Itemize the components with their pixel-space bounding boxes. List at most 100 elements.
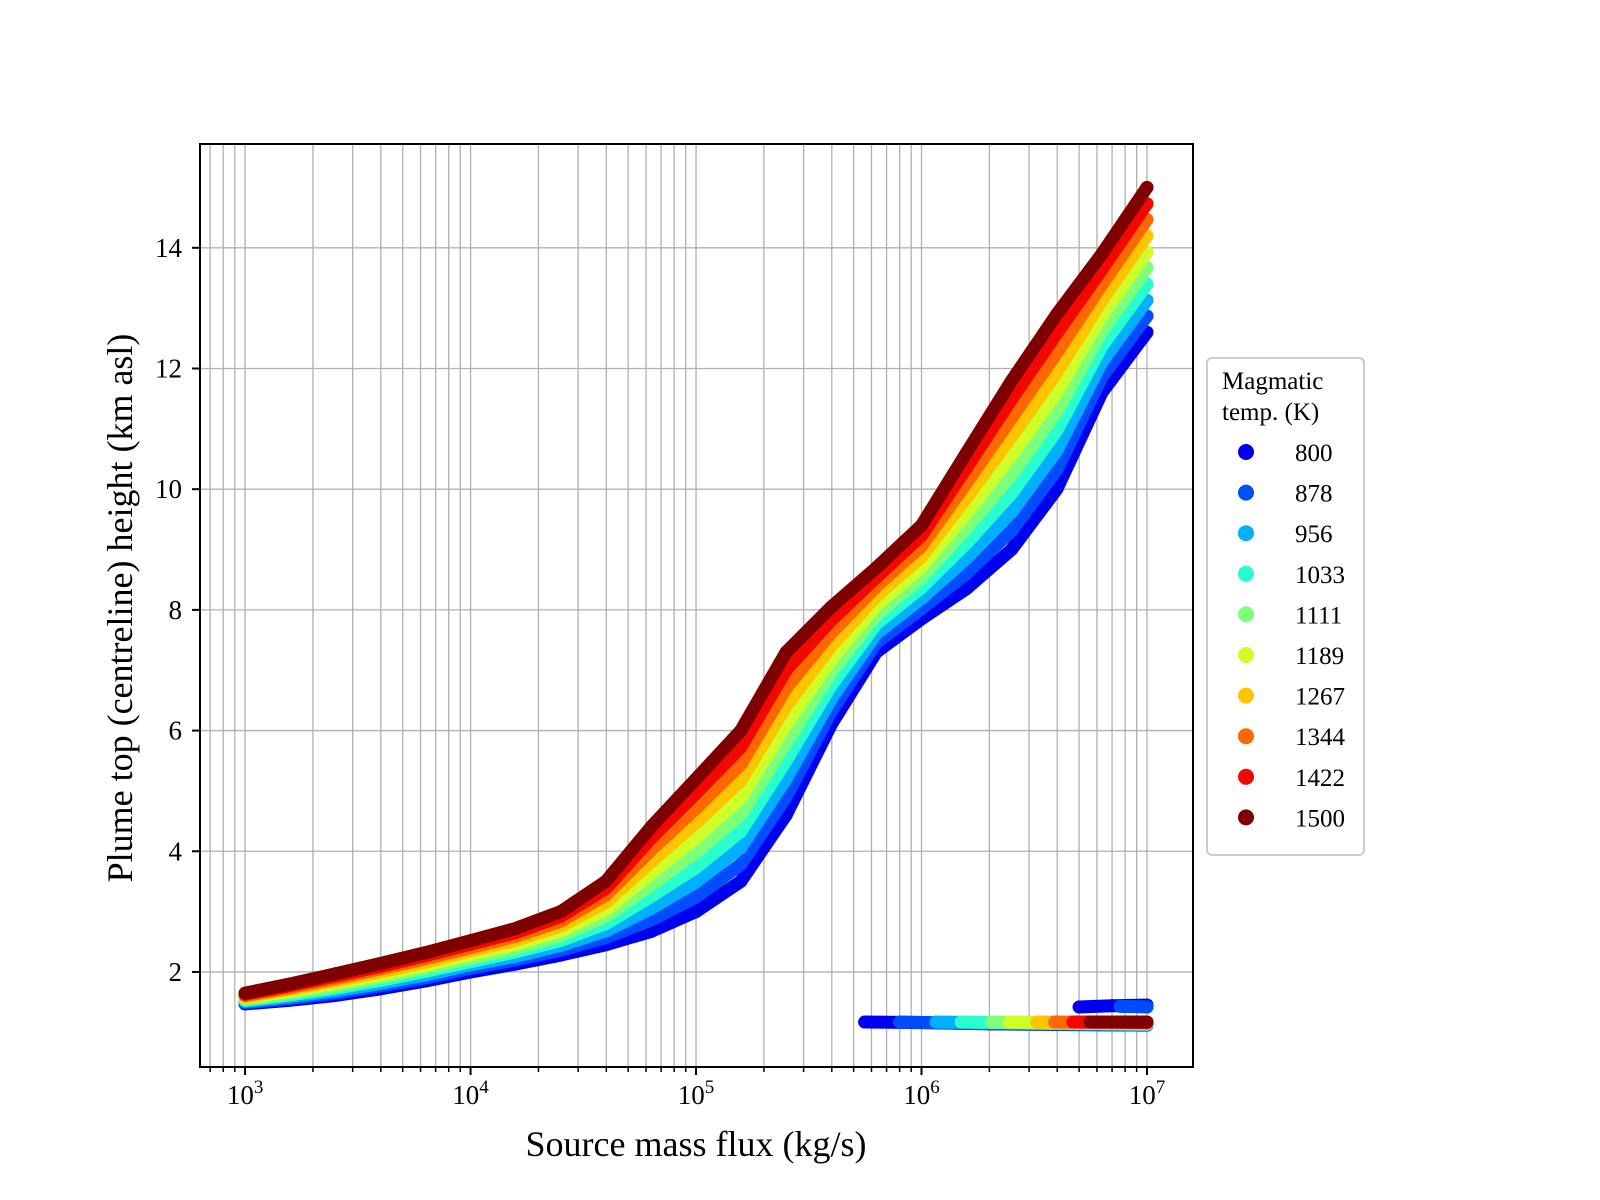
data-point-878 [1113,999,1127,1013]
legend-label-1189: 1189 [1295,643,1344,670]
legend-label-800: 800 [1295,440,1333,467]
x-tick-label: 107 [1129,1077,1166,1110]
data-point-1267 [1050,366,1064,380]
data-point-1500 [1140,1015,1154,1029]
legend-marker-878 [1238,484,1254,501]
y-tick-label: 10 [155,474,182,504]
data-point-1500 [644,820,658,834]
legend-entries: 800 878 956 1033 1111 1189 1267 1344 1422 1500 [1238,440,1346,832]
data-point-1500 [373,957,387,971]
data-point-800 [1072,1000,1086,1014]
data-point-878 [689,890,703,904]
legend-marker-800 [1238,444,1254,460]
data-point-878 [1005,524,1019,538]
data-series [238,180,1154,1032]
data-point-1189 [689,831,703,845]
data-point-1500 [779,645,793,659]
data-point-800 [959,582,973,596]
data-point-1189 [1005,448,1019,462]
data-point-800 [689,905,703,919]
data-point-1500 [1083,1015,1097,1029]
y-axis-label: Plume top (centreline) height (km asl) [100,334,140,883]
x-tick-label: 106 [903,1077,940,1110]
data-point-1033 [954,1015,968,1029]
data-point-1500 [283,977,297,991]
legend-marker-1422 [1238,768,1254,785]
data-point-1500 [599,874,613,888]
data-point-878 [1140,1000,1154,1014]
data-point-956 [1050,444,1064,458]
y-tick-label: 12 [155,353,182,383]
data-point-1111 [1005,468,1019,482]
legend-label-1500: 1500 [1295,805,1345,832]
data-point-800 [1050,482,1064,496]
legend-marker-1267 [1238,687,1254,704]
data-point-956 [929,1015,943,1029]
data-point-1267 [1030,1015,1044,1029]
data-point-1500 [734,724,748,738]
data-point-1033 [1050,424,1064,438]
y-tick-label: 6 [169,716,183,746]
data-point-1500 [554,905,568,919]
data-point-1189 [1050,385,1064,399]
x-tick-label: 104 [452,1077,489,1110]
data-point-1500 [1118,1015,1132,1029]
y-tick-label: 4 [169,836,183,866]
data-point-878 [734,858,748,872]
data-point-1500 [238,986,252,1000]
data-point-878 [1050,463,1064,477]
data-point-1500 [1140,180,1154,194]
data-point-1500 [464,934,478,948]
data-point-800 [734,874,748,888]
x-axis-label: Source mass flux (kg/s) [526,1124,867,1164]
legend-label-1422: 1422 [1295,765,1345,792]
data-point-1189 [1002,1015,1016,1029]
data-point-1422 [734,740,748,754]
data-point-1111 [1050,404,1064,418]
legend-marker-1344 [1238,728,1254,745]
legend-label-1344: 1344 [1295,724,1346,751]
data-point-1500 [1050,307,1064,321]
legend-label-1111: 1111 [1295,602,1342,629]
data-point-1500 [824,600,838,614]
data-point-1500 [869,561,883,575]
data-point-800 [1005,543,1019,557]
data-point-1500 [959,446,973,460]
legend-label-956: 956 [1295,521,1333,548]
legend-label-1033: 1033 [1295,562,1345,589]
legend-marker-956 [1238,525,1254,542]
data-point-1111 [689,845,703,859]
series-1500 [238,180,1154,1029]
data-point-800 [858,1015,872,1029]
data-point-1189 [734,791,748,805]
data-point-1344 [1048,1015,1062,1029]
x-tick-label: 103 [227,1077,264,1110]
legend-marker-1111 [1238,606,1254,623]
data-point-1500 [1005,374,1019,388]
y-tick-label: 14 [155,233,183,263]
x-tick-label: 105 [678,1077,715,1110]
data-point-1033 [1005,486,1019,500]
legend-marker-1033 [1238,565,1254,582]
legend: Magmatic temp. (K) 800 878 956 1033 1111 1189… [1206,357,1365,856]
data-point-956 [734,841,748,855]
y-tick-label: 2 [169,957,183,987]
data-point-878 [893,1015,907,1029]
data-point-1422 [1066,1015,1080,1029]
data-point-1111 [734,807,748,821]
data-point-1500 [508,922,522,936]
data-point-1500 [1095,247,1109,261]
legend-marker-1500 [1238,809,1254,826]
data-point-878 [959,567,973,581]
legend-label-1267: 1267 [1295,684,1345,711]
axis-ticks: 2 4 6 8 10 12 14 103 104 105 106 107 [155,233,1165,1110]
legend-marker-1189 [1238,647,1254,663]
data-point-1267 [734,774,748,788]
data-point-1500 [328,967,342,981]
legend-label-878: 878 [1295,481,1333,508]
legend-title-line-1: Magmatic [1222,368,1323,395]
data-point-1500 [418,946,432,960]
data-point-956 [689,875,703,889]
